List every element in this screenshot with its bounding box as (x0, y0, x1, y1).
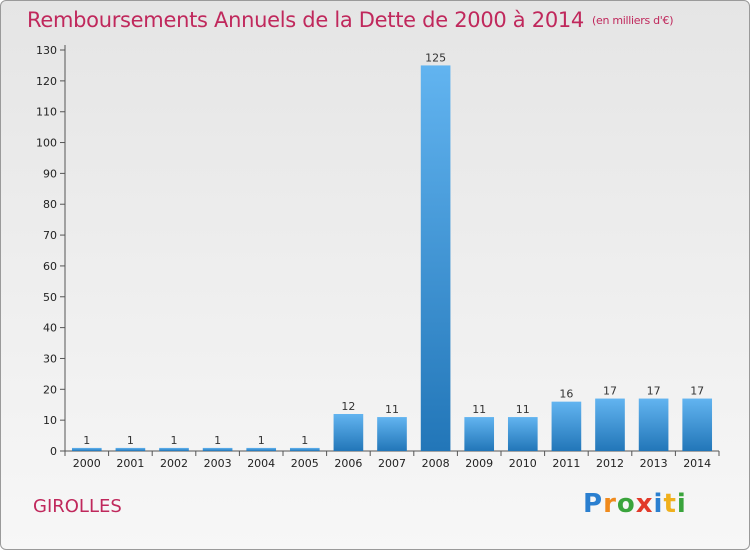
chart-unit: (en milliers d'€) (592, 14, 674, 27)
value-label-2006: 12 (341, 400, 355, 413)
y-tick-label: 0 (50, 445, 57, 458)
bar-2009 (464, 417, 495, 451)
bar-2005 (289, 447, 320, 451)
y-tick-label: 80 (43, 198, 57, 211)
value-label-2007: 11 (385, 403, 399, 416)
x-tick-label-2010: 2010 (509, 457, 537, 470)
x-tick-label-2002: 2002 (160, 457, 188, 470)
x-tick-label-2008: 2008 (422, 457, 450, 470)
logo-letter: i (653, 489, 664, 519)
y-tick-label: 30 (43, 352, 57, 365)
bar-2003 (202, 447, 233, 451)
bar-2006 (333, 413, 364, 451)
logo-letter: o (616, 489, 636, 519)
x-tick-label-2003: 2003 (204, 457, 232, 470)
bar-2007 (377, 417, 407, 451)
value-label-2001: 1 (127, 434, 134, 447)
x-tick-label-2014: 2014 (683, 457, 711, 470)
bar-2013 (638, 398, 669, 451)
value-label-2003: 1 (214, 434, 221, 447)
bar-2001 (115, 447, 146, 451)
logo-letter: r (603, 489, 617, 519)
bar-2010 (507, 417, 538, 451)
bar-2002 (159, 447, 189, 451)
x-tick-label-2011: 2011 (552, 457, 580, 470)
x-tick-label-2013: 2013 (640, 457, 668, 470)
value-label-2010: 11 (516, 403, 530, 416)
chart-title-text: Remboursements Annuels de la Dette de 20… (27, 8, 584, 32)
axes: 0 10 20 30 40 50 60 70 80 90 100 110 120 130 2000 2001 2… (36, 44, 720, 470)
y-tick-label: 90 (43, 167, 57, 180)
value-label-2009: 11 (472, 403, 486, 416)
x-tick-label-2005: 2005 (291, 457, 319, 470)
value-label-2013: 17 (647, 385, 661, 398)
x-tick-label-2009: 2009 (465, 457, 493, 470)
logo-letter: t (663, 489, 677, 519)
proxiti-logo: Proxiti (583, 489, 687, 519)
chart-title: Remboursements Annuels de la Dette de 20… (27, 8, 673, 32)
x-tick-label-2006: 2006 (334, 457, 362, 470)
value-label-2012: 17 (603, 385, 617, 398)
x-tick-label-2004: 2004 (247, 457, 275, 470)
value-label-2005: 1 (301, 434, 308, 447)
x-tick-label-2007: 2007 (378, 457, 406, 470)
y-tick-label: 100 (36, 137, 57, 150)
value-label-2002: 1 (171, 434, 178, 447)
bar-2008 (420, 65, 451, 451)
bar-2004 (246, 447, 277, 451)
x-tick-label-2001: 2001 (116, 457, 144, 470)
logo-letter: P (583, 489, 604, 519)
y-tick-label: 40 (43, 322, 57, 335)
logo-letter: x (635, 489, 654, 519)
y-tick-label: 120 (36, 75, 57, 88)
value-label-2004: 1 (258, 434, 265, 447)
y-tick-label: 130 (36, 44, 57, 57)
y-tick-label: 10 (43, 414, 57, 427)
bar-2012 (595, 398, 625, 451)
value-label-2014: 17 (690, 385, 704, 398)
bar-2014 (682, 398, 713, 451)
y-tick-label: 70 (43, 229, 57, 242)
value-label-2000: 1 (83, 434, 90, 447)
y-tick-label: 60 (43, 260, 57, 273)
logo-letter: i (676, 489, 687, 519)
x-tick-label-2000: 2000 (73, 457, 101, 470)
y-tick-label: 110 (36, 106, 57, 119)
value-label-2011: 16 (559, 388, 573, 401)
y-tick-label: 50 (43, 291, 57, 304)
bar-2011 (551, 401, 582, 451)
commune-name: GIROLLES (33, 496, 122, 517)
x-tick-label-2012: 2012 (596, 457, 624, 470)
y-tick-label: 20 (43, 383, 57, 396)
value-label-2008: 125 (425, 51, 446, 64)
bar-2000 (71, 447, 102, 451)
